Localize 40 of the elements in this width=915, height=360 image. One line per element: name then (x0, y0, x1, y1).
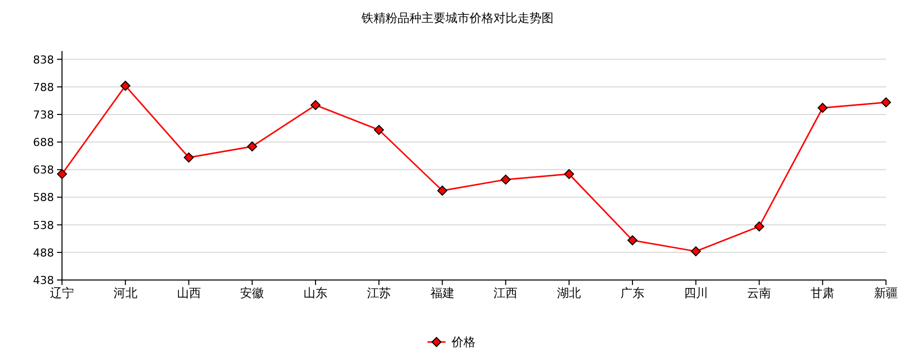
y-tick-label: 488 (33, 246, 54, 260)
y-tick-label: 588 (33, 191, 54, 204)
x-tick-label: 山东 (304, 286, 328, 300)
y-tick-label: 688 (33, 136, 54, 150)
point (247, 141, 258, 152)
x-tick-label: 甘肃 (810, 286, 835, 300)
x-tick-label: 广东 (620, 286, 644, 300)
point (310, 100, 321, 110)
x-tick-label: 江西 (494, 286, 518, 300)
y-tick-label: 838 (33, 53, 54, 66)
point (818, 102, 828, 113)
point (754, 221, 764, 232)
y-tick-label: 538 (33, 218, 54, 232)
y-tick-label: 638 (33, 164, 54, 177)
point (120, 80, 130, 91)
x-tick-label: 安徽 (240, 286, 264, 300)
point (627, 235, 638, 246)
x-tick-label: 山西 (176, 286, 201, 300)
x-tick-label: 四川 (684, 286, 708, 300)
point (500, 174, 511, 185)
y-tick-label: 788 (33, 80, 54, 94)
x-tick-label: 辽宁 (50, 286, 74, 300)
point (57, 169, 67, 180)
y-tick-label: 438 (33, 274, 54, 287)
x-tick-label: 河北 (113, 286, 138, 300)
x-tick-label: 新疆 (874, 286, 898, 300)
x-tick-label: 湖北 (557, 286, 582, 300)
x-tick-label: 福建 (430, 286, 454, 300)
x-tick-label: 云南 (747, 286, 772, 300)
point (564, 169, 574, 180)
legend-label: 价格 (450, 335, 476, 349)
point (184, 152, 194, 162)
point (374, 124, 384, 135)
legend: 价格 (428, 335, 476, 349)
y-tick-label: 738 (33, 108, 54, 122)
point (437, 186, 448, 196)
chart-title: 铁精粉品种主要城市价格对比走势图 (360, 11, 554, 25)
point (690, 246, 701, 256)
point (881, 97, 891, 108)
x-tick-label: 江苏 (366, 286, 391, 300)
